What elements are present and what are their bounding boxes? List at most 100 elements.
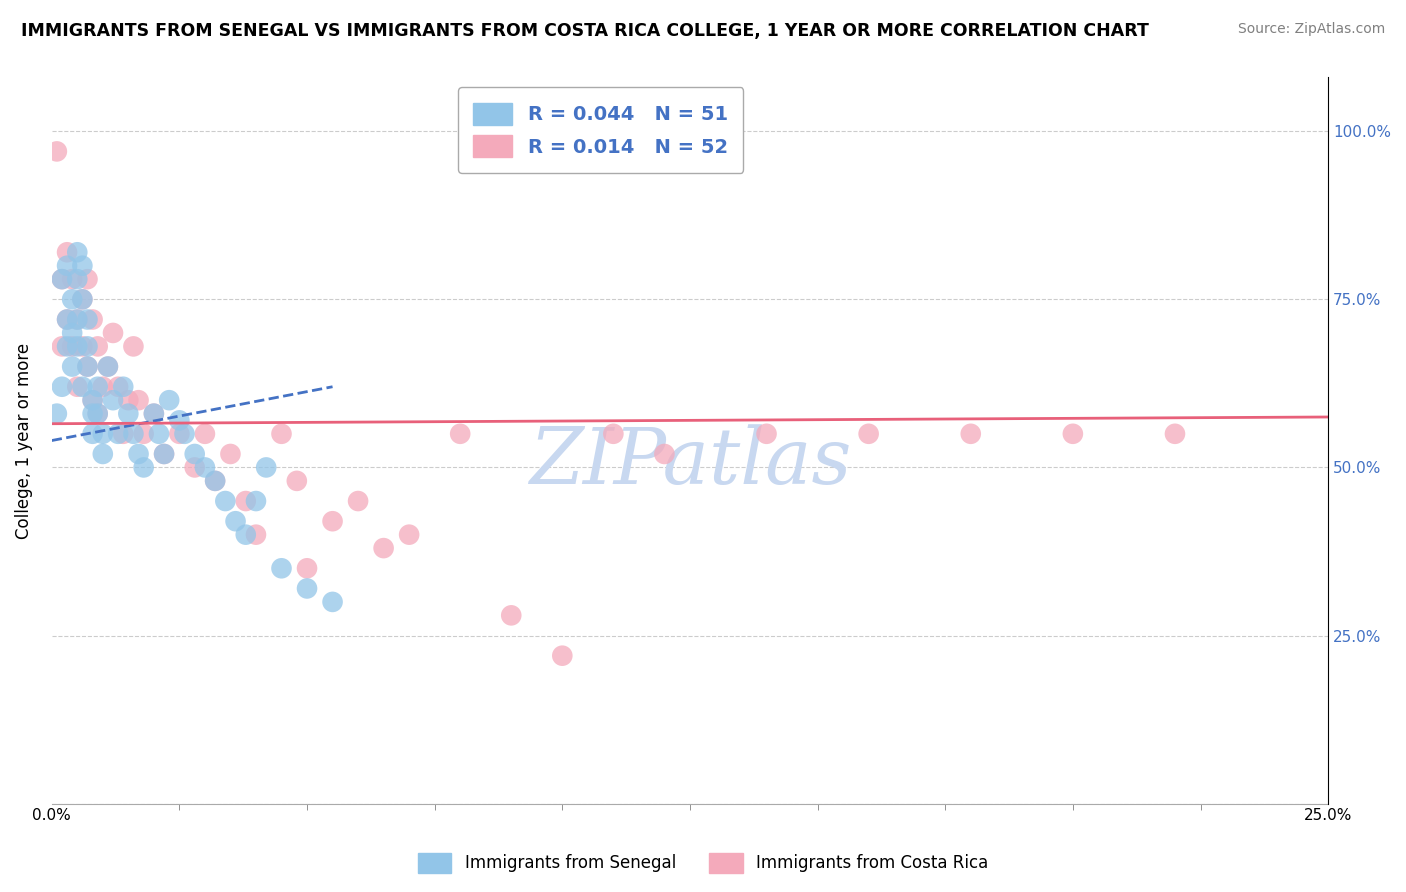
Point xyxy=(117,407,139,421)
Point xyxy=(128,393,150,408)
Point xyxy=(322,595,344,609)
Point xyxy=(107,426,129,441)
Point xyxy=(219,447,242,461)
Point xyxy=(142,407,165,421)
Point xyxy=(449,426,471,441)
Point xyxy=(72,380,94,394)
Point xyxy=(86,339,108,353)
Point xyxy=(194,460,217,475)
Point xyxy=(66,245,89,260)
Point xyxy=(225,514,247,528)
Point xyxy=(373,541,395,555)
Point xyxy=(72,259,94,273)
Point xyxy=(132,460,155,475)
Point xyxy=(398,527,420,541)
Point xyxy=(72,293,94,307)
Point xyxy=(101,326,124,340)
Point xyxy=(214,494,236,508)
Point xyxy=(45,407,67,421)
Point xyxy=(322,514,344,528)
Point xyxy=(117,393,139,408)
Point xyxy=(60,272,83,286)
Point xyxy=(169,413,191,427)
Point xyxy=(86,407,108,421)
Point xyxy=(501,608,523,623)
Point xyxy=(204,474,226,488)
Point xyxy=(86,380,108,394)
Point xyxy=(51,339,73,353)
Point xyxy=(183,447,205,461)
Point xyxy=(91,447,114,461)
Point xyxy=(107,380,129,394)
Point xyxy=(194,426,217,441)
Point xyxy=(66,380,89,394)
Point xyxy=(66,339,89,353)
Point xyxy=(183,460,205,475)
Point xyxy=(66,272,89,286)
Point xyxy=(153,447,176,461)
Point xyxy=(56,245,79,260)
Point xyxy=(91,380,114,394)
Point xyxy=(270,426,292,441)
Point xyxy=(858,426,880,441)
Point xyxy=(1062,426,1084,441)
Point xyxy=(602,426,624,441)
Point xyxy=(56,259,79,273)
Point xyxy=(204,474,226,488)
Point xyxy=(112,426,135,441)
Point xyxy=(285,474,308,488)
Point xyxy=(60,293,83,307)
Point xyxy=(148,426,170,441)
Point xyxy=(755,426,778,441)
Point xyxy=(72,339,94,353)
Point xyxy=(56,312,79,326)
Point xyxy=(959,426,981,441)
Point xyxy=(235,494,257,508)
Point xyxy=(122,339,145,353)
Point xyxy=(60,359,83,374)
Point xyxy=(245,494,267,508)
Point xyxy=(76,272,98,286)
Point xyxy=(66,312,89,326)
Point xyxy=(1164,426,1187,441)
Point xyxy=(82,426,104,441)
Point xyxy=(76,312,98,326)
Point xyxy=(128,447,150,461)
Point xyxy=(66,312,89,326)
Point xyxy=(112,380,135,394)
Point xyxy=(76,359,98,374)
Text: Source: ZipAtlas.com: Source: ZipAtlas.com xyxy=(1237,22,1385,37)
Point xyxy=(132,426,155,441)
Point xyxy=(153,447,176,461)
Legend: R = 0.044   N = 51, R = 0.014   N = 52: R = 0.044 N = 51, R = 0.014 N = 52 xyxy=(458,87,744,173)
Point xyxy=(60,326,83,340)
Text: IMMIGRANTS FROM SENEGAL VS IMMIGRANTS FROM COSTA RICA COLLEGE, 1 YEAR OR MORE CO: IMMIGRANTS FROM SENEGAL VS IMMIGRANTS FR… xyxy=(21,22,1149,40)
Legend: Immigrants from Senegal, Immigrants from Costa Rica: Immigrants from Senegal, Immigrants from… xyxy=(411,847,995,880)
Point xyxy=(82,393,104,408)
Y-axis label: College, 1 year or more: College, 1 year or more xyxy=(15,343,32,539)
Point xyxy=(101,393,124,408)
Point xyxy=(51,272,73,286)
Point xyxy=(97,359,120,374)
Text: ZIPatlas: ZIPatlas xyxy=(529,425,851,500)
Point xyxy=(295,561,318,575)
Point xyxy=(82,407,104,421)
Point xyxy=(82,393,104,408)
Point xyxy=(295,582,318,596)
Point xyxy=(97,359,120,374)
Point xyxy=(654,447,676,461)
Point xyxy=(51,272,73,286)
Point xyxy=(76,339,98,353)
Point xyxy=(91,426,114,441)
Point xyxy=(60,339,83,353)
Point xyxy=(82,312,104,326)
Point xyxy=(173,426,195,441)
Point xyxy=(245,527,267,541)
Point xyxy=(270,561,292,575)
Point xyxy=(142,407,165,421)
Point xyxy=(86,407,108,421)
Point xyxy=(72,293,94,307)
Point xyxy=(347,494,370,508)
Point xyxy=(51,380,73,394)
Point xyxy=(157,393,180,408)
